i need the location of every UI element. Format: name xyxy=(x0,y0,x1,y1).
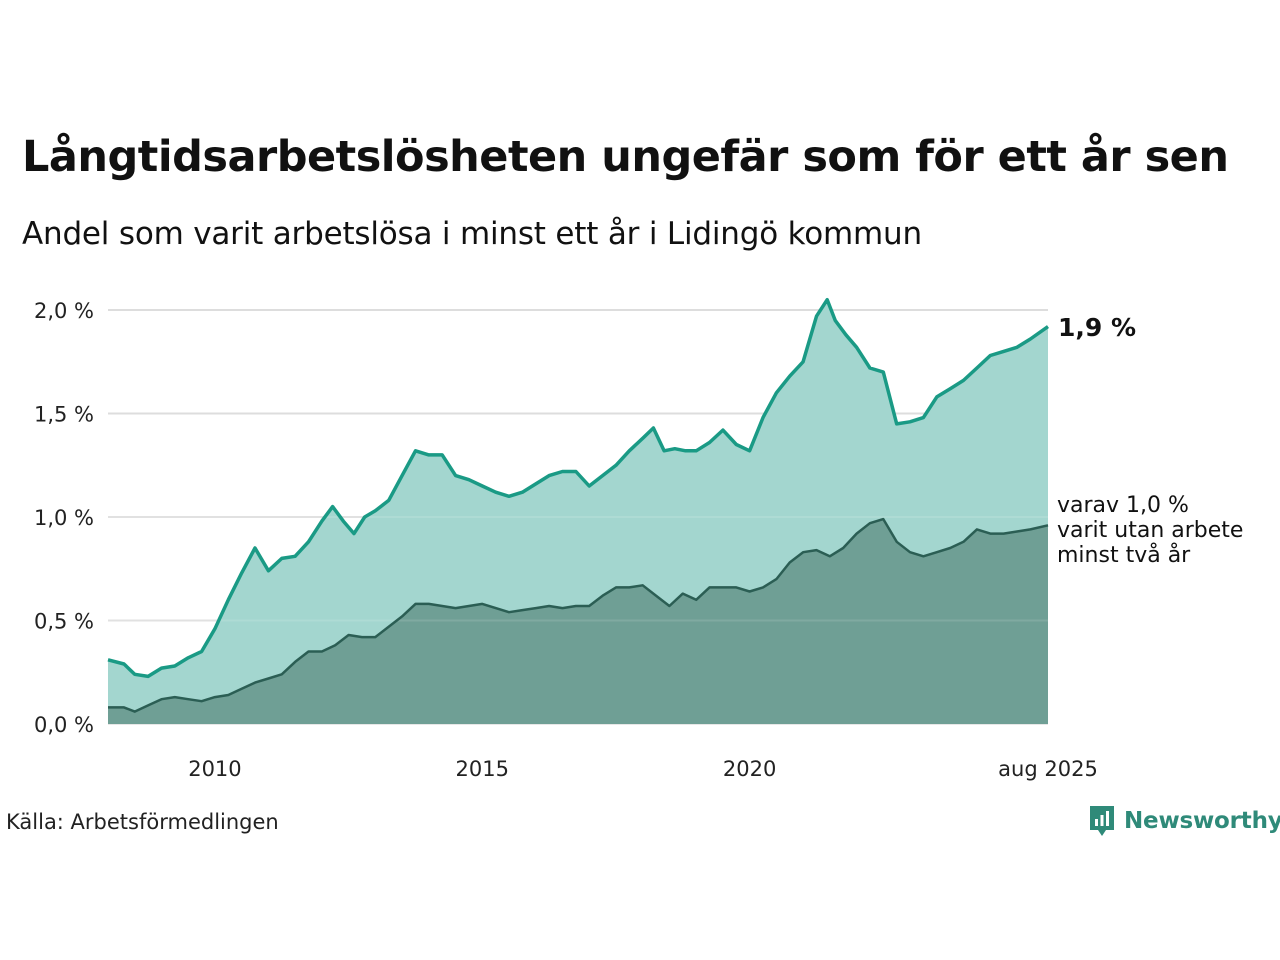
y-tick-label: 1,5 % xyxy=(34,403,94,427)
series2-end-label-line: varit utan arbete xyxy=(1057,518,1243,543)
y-tick-label: 1,0 % xyxy=(34,506,94,530)
source-note: Källa: Arbetsförmedlingen xyxy=(6,810,279,834)
brand-logo: Newsworthy xyxy=(1088,804,1280,838)
chart-subtitle: Andel som varit arbetslösa i minst ett å… xyxy=(22,216,922,252)
x-tick-label: 2015 xyxy=(456,757,509,781)
x-tick-label: 2010 xyxy=(188,757,241,781)
series2-line xyxy=(108,517,1049,713)
area-layer xyxy=(107,297,1050,724)
y-tick-label: 2,0 % xyxy=(34,299,94,323)
y-tick-label: 0,0 % xyxy=(34,713,94,737)
x-tick-label: 2020 xyxy=(723,757,776,781)
y-tick-label: 0,5 % xyxy=(34,610,94,634)
series2-end-label-line: minst två år xyxy=(1057,542,1191,568)
newsworthy-logo-icon xyxy=(1090,806,1114,836)
x-axis: 2010 2015 2020 aug 2025 xyxy=(188,757,1098,781)
series1-line xyxy=(107,297,1050,679)
series1-end-label: 1,9 % xyxy=(1058,313,1136,342)
x-tick-label: aug 2025 xyxy=(998,757,1098,781)
y-axis: 0,0 % 0,5 % 1,0 % 1,5 % 2,0 % xyxy=(34,299,94,737)
chart-title: Långtidsarbetslösheten ungefär som för e… xyxy=(22,132,1229,182)
brand-name: Newsworthy xyxy=(1124,808,1280,834)
series2-area xyxy=(108,519,1048,724)
series2-end-label-line: varav 1,0 % xyxy=(1057,493,1189,518)
